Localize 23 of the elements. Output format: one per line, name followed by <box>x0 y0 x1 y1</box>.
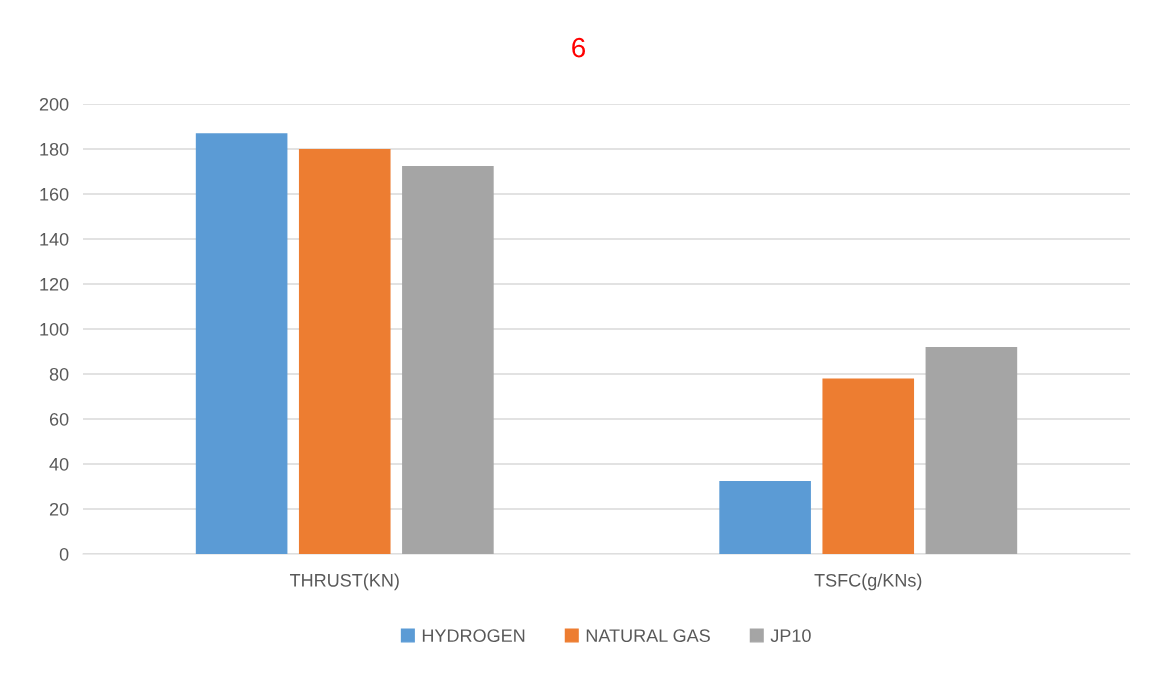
y-tick-label: 120 <box>40 277 69 291</box>
x-tick-label: THRUST(KN) <box>289 573 399 591</box>
bar <box>298 149 391 554</box>
y-tick-label: 200 <box>39 97 69 111</box>
y-tick-label: 40 <box>49 457 69 471</box>
y-tick-label: 80 <box>49 367 69 381</box>
x-tick-label: TSFC(g/KNs) <box>814 573 922 591</box>
y-tick-label: 20 <box>49 502 69 516</box>
bar <box>822 378 915 554</box>
y-tick-label: 100 <box>40 322 69 336</box>
bar <box>719 480 811 554</box>
y-tick-label: 160 <box>40 187 69 201</box>
y-tick-label: 180 <box>40 142 69 156</box>
legend-label: JP10 <box>770 629 811 643</box>
legend-label: NATURAL GAS <box>586 629 710 643</box>
bar <box>402 165 494 554</box>
bar <box>195 133 288 554</box>
y-tick-label: 60 <box>49 412 69 426</box>
chart-title: 6 <box>572 37 585 58</box>
y-tick-label: 140 <box>40 232 69 246</box>
y-tick-label: 0 <box>59 547 69 561</box>
legend-label: HYDROGEN <box>422 629 525 643</box>
bar <box>925 347 1018 554</box>
